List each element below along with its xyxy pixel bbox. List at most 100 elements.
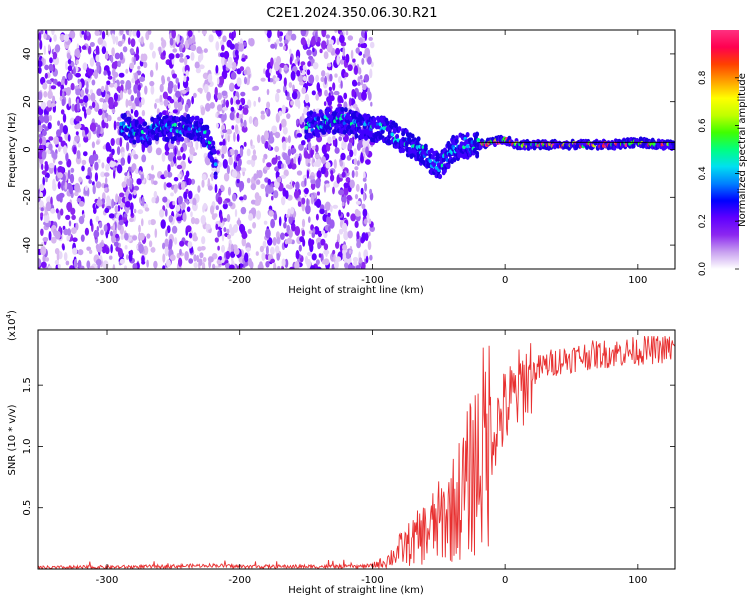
spectrogram-ridge-cell [465,132,470,138]
spectrogram-cell [250,199,256,205]
spectrogram-cell [283,77,287,87]
spectrogram-cell [181,201,186,210]
spectrogram-cell [369,41,375,49]
spectrogram-cell [216,77,220,85]
spectrogram-cell [38,60,43,68]
spectrogram-cell [41,129,47,137]
spectrogram-cell [275,171,280,177]
spectrogram-cell [78,201,85,207]
spectrogram-cell [47,90,53,99]
spectrogram-cell [162,110,168,116]
spectrogram-cell [235,99,241,105]
spectrogram-cell [271,157,278,165]
spectrogram-cell [73,258,78,268]
spectrogram-peak-cell [476,138,481,142]
spectrogram-cell [159,83,164,93]
spectrogram-cell [217,230,221,238]
spectrogram-cell [146,259,149,268]
spectrogram-cell [175,90,181,98]
spectrogram-cell [221,244,225,253]
spectrogram-cell [87,130,92,141]
spectrogram-ridge-cell [395,133,400,140]
spectrogram-cell [114,82,118,89]
spectrogram-cell [39,192,43,198]
spectrogram-cell [38,91,43,101]
spectrogram-cell [166,182,172,188]
spectrogram-cell [202,257,207,263]
spectrogram-cell [188,232,193,239]
spectrogram-cell [48,143,53,151]
figure-title: C2E1.2024.350.06.30.R21 [266,6,437,21]
spectrogram-cell [248,213,254,221]
spectrogram-cell [43,91,48,98]
spectrogram-cell [280,174,287,179]
spectrogram-cell [173,177,179,182]
spectrogram-cell [129,62,135,70]
spectrogram-cell [332,82,336,91]
spectrogram-cell [51,30,55,36]
spectrogram-cell [161,152,166,162]
spectrogram-cell [356,231,360,240]
spectrogram-ridge-cell [212,148,217,154]
spectrogram-cell [136,30,141,39]
spectrogram-cell [201,236,206,245]
spectrogram-cell [121,151,125,158]
spectrogram-cell [104,54,109,60]
spectrogram-cell [113,120,117,131]
spectrogram-cell [176,164,183,170]
spectrogram-cell [105,122,109,129]
spectrogram-cell [128,166,132,172]
spectrogram-cell [124,232,129,241]
spectrogram-cell [112,264,116,269]
spectrogram-cell [276,253,281,261]
spectrogram-cell [320,76,325,83]
spectrogram-cell [306,69,311,76]
spectrogram-cell [288,82,293,88]
spectrogram-cell [130,206,134,217]
spectrogram-cell [62,76,66,81]
spectrogram-ridge-cell [206,129,211,135]
spectrogram-cell [118,72,125,78]
spectrogram-y-label: Frequency (Hz) [7,112,18,188]
spectrogram-ridge-cell [416,136,421,142]
spectrogram-cell [301,140,306,146]
spectrogram-ridge-cell [372,116,377,123]
spectrogram-cell [54,44,61,53]
spectrogram-cell [353,148,357,157]
spectrogram-cell [111,108,116,114]
spectrogram-cell [176,35,180,45]
spectrogram-ridge-cell [350,124,355,130]
colorbar-tick-label: 0.6 [698,118,708,133]
spectrogram-ridge-cell [195,115,200,121]
spectrogram-cell [93,230,100,238]
spectrogram-cell [291,222,296,232]
spectrogram-cell [149,42,154,51]
spectrogram-cell [240,91,246,97]
spectrogram-cell [329,205,333,213]
spectrogram-cell [312,62,319,70]
spectrogram-cell [96,225,100,232]
colorbar-gradient [711,30,739,269]
spectrogram-cell [243,119,247,128]
spectrogram-cell [301,87,307,95]
spectrogram-cell [305,156,309,167]
spectrogram-cell [41,163,44,171]
spectrogram-cell [282,126,288,135]
spectrogram-cell [112,223,116,232]
spectrogram-cell [337,95,343,104]
spectrogram-cell [70,82,75,91]
spectrogram-cell [69,184,74,195]
spectrogram-cell [351,170,355,179]
spectrogram-cell [348,249,352,255]
spectrogram-cell [360,152,364,162]
spectrogram-cell [302,69,306,76]
spectrogram-cell [138,232,145,241]
spectrogram-cell [49,57,53,64]
spectrogram-cell [108,255,113,260]
spectrogram-cell [125,80,132,90]
spectrogram-cell [250,139,253,147]
spectrogram-cell [352,256,359,263]
spectrogram-cell [52,105,56,113]
spectrogram-cell [40,261,47,268]
spectrogram-cell [198,258,203,266]
